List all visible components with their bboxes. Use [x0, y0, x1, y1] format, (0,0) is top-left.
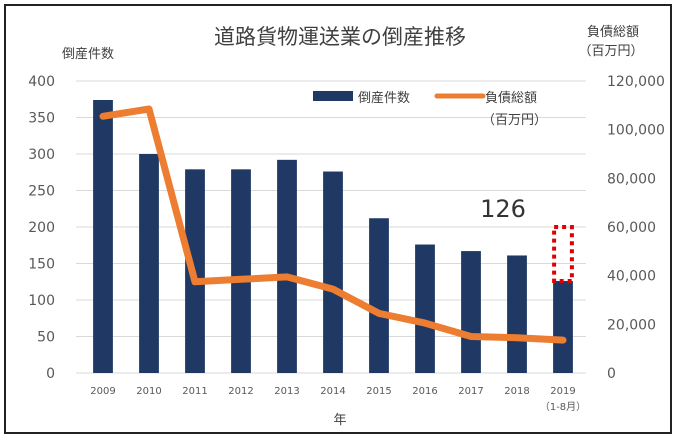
left-tick-label: 350 [28, 111, 55, 127]
x-tick-label: 2015 [366, 386, 391, 397]
x-axis-title: 年 [333, 413, 346, 428]
bar-2010 [139, 154, 159, 373]
line-point-2010 [148, 108, 150, 110]
bar-2018 [507, 255, 527, 373]
line-point-2019 [562, 339, 564, 341]
left-tick-label: 150 [28, 257, 55, 273]
line-point-2009 [102, 115, 104, 117]
line-point-2018 [516, 337, 518, 339]
highlight-box [552, 225, 574, 284]
left-tick-label: 250 [28, 184, 55, 200]
left-tick-label: 400 [28, 74, 55, 90]
x-tick-label: 2017 [458, 386, 483, 397]
right-tick-label: 0 [607, 366, 616, 382]
x-tick-label: 2012 [228, 386, 253, 397]
legend: 倒産件数 負債総額 （百万円） [313, 90, 547, 128]
bar-2014 [323, 171, 343, 373]
x-tick-label: 2014 [320, 386, 345, 397]
bar-series [93, 99, 573, 373]
x-tick-label: 2018 [504, 386, 529, 397]
bar-2017 [461, 251, 481, 373]
line-point-2011 [194, 281, 196, 283]
line-point-2012 [240, 278, 242, 280]
legend-label-line-1: 負債総額 [485, 91, 537, 106]
chart-title: 道路貨物運送業の倒産推移 [214, 25, 466, 49]
left-tick-label: 300 [28, 147, 55, 163]
bar-2012 [231, 169, 251, 373]
left-axis-ticks: 0 50 100 150 200 250 300 350 400 [28, 74, 55, 382]
right-tick-label: 100,000 [607, 123, 665, 139]
left-tick-label: 50 [37, 330, 55, 346]
line-point-2017 [470, 336, 472, 337]
x-tick-label: 2010 [136, 386, 161, 397]
right-axis-title-line2: （百万円） [578, 44, 643, 59]
line-point-2013 [286, 276, 288, 278]
legend-swatch-bar [313, 91, 353, 101]
left-tick-label: 200 [28, 220, 55, 236]
x-tick-label: 2019 [550, 386, 575, 397]
line-point-2014 [332, 288, 334, 290]
left-tick-label: 0 [46, 366, 55, 382]
line-point-2016 [424, 322, 426, 324]
right-tick-label: 60,000 [607, 220, 656, 236]
x-tick-label: 2009 [90, 386, 115, 397]
left-axis-title: 倒産件数 [62, 46, 114, 62]
x-tick-label: 2013 [274, 386, 299, 397]
right-tick-label: 20,000 [607, 317, 656, 333]
bar-2015 [369, 218, 389, 373]
right-tick-label: 40,000 [607, 269, 656, 285]
x-tick-label: 2011 [182, 386, 207, 397]
annotations: 126 [480, 195, 574, 284]
bar-2009 [93, 99, 113, 373]
x-axis-ticks: 2009 2010 2011 2012 2013 2014 2015 2016 2017 2018… [90, 386, 586, 413]
line-series [99, 105, 567, 344]
legend-label-line-2: （百万円） [482, 113, 547, 128]
right-axis-title-line1: 負債総額 [587, 25, 639, 40]
right-axis-ticks: 0 20,000 40,000 60,000 80,000 100,000 120,000 [607, 74, 665, 382]
line-point-2015 [378, 312, 380, 314]
x-tick-sublabel: （1-8月） [540, 401, 586, 413]
bar-2019 [553, 281, 573, 373]
bar-2016 [415, 244, 435, 373]
left-tick-label: 100 [28, 293, 55, 309]
right-tick-label: 120,000 [607, 74, 665, 90]
legend-label-bar: 倒産件数 [358, 90, 410, 106]
right-tick-label: 80,000 [607, 171, 656, 187]
x-tick-label: 2016 [412, 386, 437, 397]
annotation-label: 126 [480, 195, 526, 223]
bar-2013 [277, 159, 297, 373]
